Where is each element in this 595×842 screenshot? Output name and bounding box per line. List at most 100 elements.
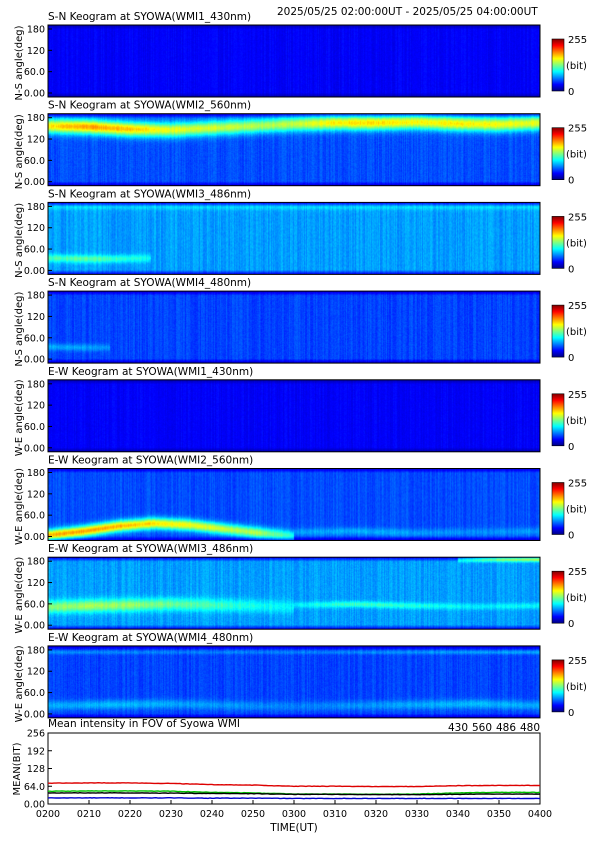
y-tick-label: 0.00 (24, 177, 45, 188)
x-tick-label: 0230 (159, 809, 183, 820)
y-tick-label: 60.0 (24, 333, 45, 344)
colorbar-max-label: 255 (568, 390, 587, 401)
keogram-panel: E-W Keogram at SYOWA(WMI1_430nm) W-E angl… (14, 366, 587, 456)
panel-title: S-N Keogram at SYOWA(WMI2_560nm) (48, 100, 251, 112)
panel-ylabel: W-E angle(deg) (14, 379, 25, 456)
panel-title: E-W Keogram at SYOWA(WMI2_560nm) (48, 455, 253, 467)
y-tick-label: 120 (27, 312, 45, 323)
y-tick-label: 60.0 (24, 422, 45, 433)
colorbar-max-label: 255 (568, 35, 587, 46)
keogram-image (48, 379, 540, 452)
colorbar-max-label: 255 (568, 567, 587, 578)
x-tick-label: 0220 (118, 809, 142, 820)
colorbar-gradient (551, 659, 565, 713)
panel-title: S-N Keogram at SYOWA(WMI3_486nm) (48, 188, 251, 200)
x-tick-label: 0210 (77, 809, 101, 820)
y-tick-label: 60.0 (24, 688, 45, 699)
colorbar: 255 (bit) 0 (551, 212, 587, 275)
panel-ylabel: N-S angle(deg) (14, 114, 25, 189)
colorbar-gradient (551, 304, 565, 358)
y-tick-label: 180 (27, 291, 45, 302)
panel-frame (47, 201, 541, 275)
series-line-486 (48, 781, 541, 788)
panel-frame (47, 645, 541, 719)
series-line-480 (47, 791, 541, 796)
y-tick-label: 60.0 (24, 156, 45, 167)
colorbar-min-label: 0 (568, 531, 574, 542)
colorbar-min-label: 0 (568, 176, 574, 187)
y-tick-label: 120 (27, 223, 45, 234)
y-tick-label: 180 (27, 25, 45, 36)
panel-ylabel: W-E angle(deg) (14, 557, 25, 634)
panel-frame (47, 290, 541, 364)
colorbar-unit-label: (bit) (566, 682, 587, 693)
panel-ylabel: N-S angle(deg) (14, 291, 25, 366)
y-tick-label: 60.0 (24, 599, 45, 610)
keogram-image (48, 557, 540, 630)
colorbar: 255 (bit) 0 (551, 479, 587, 542)
panel-frame (47, 556, 541, 630)
keogram-panel: S-N Keogram at SYOWA(WMI3_486nm) N-S angl… (14, 188, 587, 278)
colorbar-min-label: 0 (568, 353, 574, 364)
colorbar-gradient (551, 38, 565, 92)
keogram-image (48, 25, 540, 97)
series-line-430 (47, 796, 541, 800)
panel-frame (47, 24, 541, 98)
x-tick-label: 0310 (323, 809, 347, 820)
y-tick-label: 120 (27, 135, 45, 146)
panel-ylabel: W-E angle(deg) (14, 645, 25, 722)
mean-panel-ylabel: MEAN(BIT) (12, 742, 23, 795)
y-tick-label: 180 (27, 645, 45, 656)
y-tick-label: 60.0 (24, 511, 45, 522)
keogram-panel: E-W Keogram at SYOWA(WMI3_486nm) W-E angl… (14, 543, 587, 633)
x-axis-label: TIME(UT) (269, 822, 318, 834)
colorbar-unit-label: (bit) (566, 150, 587, 161)
colorbar-gradient (551, 393, 565, 447)
mean-legend: 430 560 486 480 (448, 722, 540, 734)
keogram-image (48, 645, 540, 718)
y-tick-label: 0.00 (24, 532, 45, 543)
panel-frame (47, 468, 541, 541)
colorbar-gradient (551, 216, 565, 269)
colorbar-min-label: 0 (568, 708, 574, 719)
y-tick-label: 128 (27, 764, 45, 775)
colorbar-max-label: 255 (568, 124, 587, 135)
mean-intensity-panel: Mean intensity in FOV of Syowa WMI 430 56… (12, 718, 552, 834)
mean-plot-frame (47, 732, 541, 805)
y-tick-label: 180 (27, 113, 45, 124)
y-tick-label: 120 (27, 46, 45, 57)
y-tick-label: 60.0 (24, 67, 45, 78)
colorbar-gradient (551, 482, 565, 535)
panel-title: E-W Keogram at SYOWA(WMI4_480nm) (48, 632, 253, 644)
colorbar-unit-label: (bit) (566, 61, 587, 72)
colorbar-min-label: 0 (568, 264, 574, 275)
keogram-image (48, 468, 540, 541)
panel-ylabel: N-S angle(deg) (14, 203, 25, 278)
colorbar: 255 (bit) 0 (551, 656, 587, 719)
colorbar-unit-label: (bit) (566, 327, 587, 338)
y-tick-label: 120 (27, 667, 45, 678)
keogram-image (48, 113, 540, 186)
y-tick-label: 0.00 (24, 709, 45, 720)
keogram-panel: S-N Keogram at SYOWA(WMI1_430nm) N-S angl… (14, 11, 587, 101)
keogram-panels: S-N Keogram at SYOWA(WMI1_430nm) N-S angl… (14, 11, 587, 722)
x-tick-label: 0330 (405, 809, 429, 820)
y-tick-label: 0.00 (24, 355, 45, 366)
y-tick-label: 0.00 (24, 443, 45, 454)
colorbar-max-label: 255 (568, 656, 587, 667)
panel-title: E-W Keogram at SYOWA(WMI3_486nm) (48, 543, 253, 555)
y-tick-label: 0.00 (24, 800, 45, 811)
colorbar: 255 (bit) 0 (551, 390, 587, 453)
keogram-panel: S-N Keogram at SYOWA(WMI2_560nm) N-S angl… (14, 100, 587, 190)
colorbar-max-label: 255 (568, 212, 587, 223)
x-tick-label: 0350 (487, 809, 511, 820)
legend-entry-486: 486 (496, 722, 516, 734)
legend-entry-480: 480 (520, 722, 540, 734)
colorbar-unit-label: (bit) (566, 593, 587, 604)
panel-title: S-N Keogram at SYOWA(WMI1_430nm) (48, 11, 251, 23)
x-tick-label: 0200 (36, 809, 60, 820)
y-tick-label: 192 (27, 746, 45, 757)
y-tick-label: 120 (27, 578, 45, 589)
